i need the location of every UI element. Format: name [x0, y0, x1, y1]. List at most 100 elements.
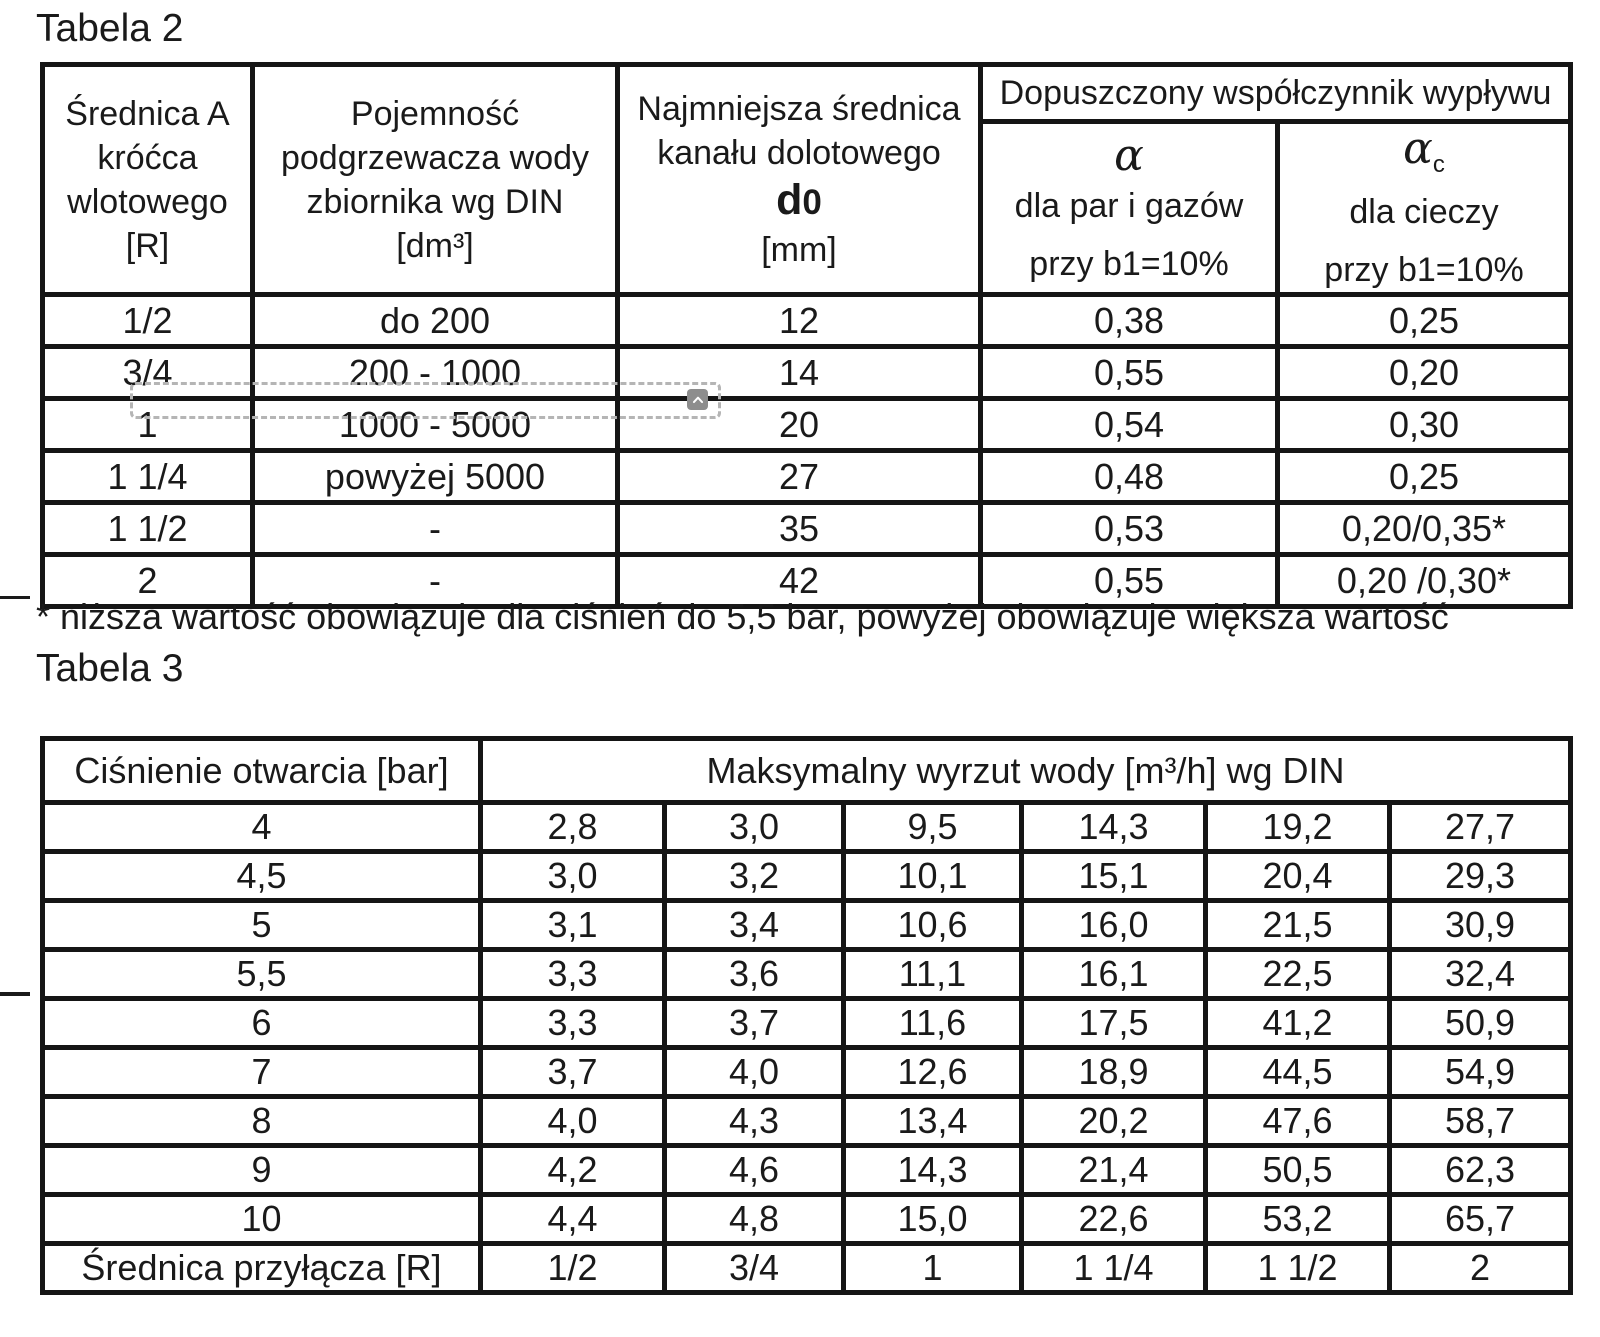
- collapse-row-button[interactable]: [687, 389, 708, 410]
- header-line: króćca: [97, 138, 198, 177]
- table-cell: 50,9: [1387, 996, 1573, 1050]
- table-cell: -: [250, 552, 620, 609]
- table-cell: 62,3: [1387, 1143, 1573, 1197]
- table-cell: 0,25: [1275, 292, 1573, 349]
- table-row: 6 3,3 3,7 11,6 17,5 41,2 50,9: [40, 996, 1573, 1050]
- table3-header-span: Maksymalny wyrzut wody [m³/h] wg DIN: [478, 736, 1573, 805]
- table-cell: 4,2: [478, 1143, 667, 1197]
- table-cell: 54,9: [1387, 1045, 1573, 1099]
- table-cell: 3,2: [662, 849, 846, 903]
- table-cell: 3,1: [478, 898, 667, 952]
- chevron-up-icon: [692, 396, 703, 403]
- table-cell: 3,4: [662, 898, 846, 952]
- table-cell: 1 1/2: [1203, 1241, 1392, 1295]
- table-cell: 21,5: [1203, 898, 1392, 952]
- table-cell: -: [250, 500, 620, 557]
- table-cell: 8: [40, 1094, 483, 1148]
- d0-symbol: d0: [623, 175, 976, 228]
- table-cell: 11,1: [841, 947, 1024, 1001]
- table-cell: 27,7: [1387, 800, 1573, 854]
- table2-title: Tabela 2: [36, 7, 184, 50]
- header-line: dla par i gazów: [1014, 186, 1244, 225]
- header-line: zbiornika wg DIN: [306, 182, 564, 221]
- table-cell: 19,2: [1203, 800, 1392, 854]
- table2-footnote: * niższa wartość obowiązuje dla ciśnień …: [36, 596, 1449, 637]
- table-cell: 53,2: [1203, 1192, 1392, 1246]
- table2-header-row-top: Średnica A króćca wlotowego [R] Pojemnoś…: [40, 62, 1573, 297]
- table-cell: 1/2: [40, 292, 255, 349]
- header-line: [mm]: [761, 231, 837, 269]
- table-row: 5,5 3,3 3,6 11,1 16,1 22,5 32,4: [40, 947, 1573, 1001]
- table-cell: 22,6: [1019, 1192, 1208, 1246]
- table-row: 1/2 do 200 12 0,38 0,25: [40, 292, 1573, 349]
- table-cell: Średnica przyłącza [R]: [40, 1241, 483, 1295]
- table-cell: 15,0: [841, 1192, 1024, 1246]
- table-cell: 4: [40, 800, 483, 854]
- table-cell: 42: [615, 552, 983, 609]
- table-cell: 12: [615, 292, 983, 349]
- table-cell: do 200: [250, 292, 620, 349]
- page-margin-mark: [0, 992, 30, 996]
- table-row: 5 3,1 3,4 10,6 16,0 21,5 30,9: [40, 898, 1573, 952]
- table-cell: 16,1: [1019, 947, 1208, 1001]
- table-cell: 1 1/4: [40, 448, 255, 505]
- table-cell: 2: [1387, 1241, 1573, 1295]
- alpha-glyph: α: [1403, 123, 1433, 174]
- table-row: 7 3,7 4,0 12,6 18,9 44,5 54,9: [40, 1045, 1573, 1099]
- header-line: Średnica A: [65, 94, 230, 133]
- table-cell: 0,38: [978, 292, 1280, 349]
- table-cell: 41,2: [1203, 996, 1392, 1050]
- header-line: kanału dolotowego: [657, 134, 941, 172]
- table-cell: 0,53: [978, 500, 1280, 557]
- table-cell: 17,5: [1019, 996, 1208, 1050]
- table-cell: powyżej 5000: [250, 448, 620, 505]
- table-cell: 3,3: [478, 996, 667, 1050]
- table-cell: 65,7: [1387, 1192, 1573, 1246]
- table-cell: 9: [40, 1143, 483, 1197]
- table3-header-row: Ciśnienie otwarcia [bar] Maksymalny wyrz…: [40, 736, 1573, 805]
- table-cell: 1/2: [478, 1241, 667, 1295]
- table-cell: 14,3: [841, 1143, 1024, 1197]
- d-symbol: d: [776, 176, 803, 224]
- table-cell: 0,54: [978, 396, 1280, 453]
- table-cell: 3,3: [478, 947, 667, 1001]
- table-cell: 16,0: [1019, 898, 1208, 952]
- header-line: przy b1=10%: [1029, 244, 1229, 283]
- table-row: 4 2,8 3,0 9,5 14,3 19,2 27,7: [40, 800, 1573, 854]
- table-cell: 14: [615, 344, 983, 401]
- header-line: Najmniejsza średnica: [637, 90, 961, 128]
- table-row: 1 1/4 powyżej 5000 27 0,48 0,25: [40, 448, 1573, 505]
- table-cell: 35: [615, 500, 983, 557]
- table2-header-col5: αc dla cieczy przy b1=10%: [1275, 119, 1573, 297]
- table-cell: 11,6: [841, 996, 1024, 1050]
- table-cell: 0,55: [978, 344, 1280, 401]
- page-margin-mark: [0, 596, 30, 599]
- table-cell: 20,4: [1203, 849, 1392, 903]
- table-cell: 0,20: [1275, 344, 1573, 401]
- table2-header-col4: α dla par i gazów przy b1=10%: [978, 119, 1280, 297]
- table2-header-span: Dopuszczony współczynnik wypływu: [978, 62, 1573, 124]
- table-cell: 4,6: [662, 1143, 846, 1197]
- table-cell: 2,8: [478, 800, 667, 854]
- table-cell: 4,3: [662, 1094, 846, 1148]
- table-cell: 47,6: [1203, 1094, 1392, 1148]
- table-cell: 5,5: [40, 947, 483, 1001]
- table-cell: 6: [40, 996, 483, 1050]
- table-cell: 58,7: [1387, 1094, 1573, 1148]
- table-cell: 18,9: [1019, 1045, 1208, 1099]
- header-line: przy b1=10%: [1324, 251, 1524, 289]
- table-cell: 1: [841, 1241, 1024, 1295]
- table-cell: 30,9: [1387, 898, 1573, 952]
- table-cell: 1 1/4: [1019, 1241, 1208, 1295]
- header-line: Pojemność: [350, 94, 520, 133]
- table-cell: 3,6: [662, 947, 846, 1001]
- header-line: podgrzewacza wody: [280, 138, 590, 177]
- table-row: 8 4,0 4,3 13,4 20,2 47,6 58,7: [40, 1094, 1573, 1148]
- table-cell: 21,4: [1019, 1143, 1208, 1197]
- table-cell: 0,25: [1275, 448, 1573, 505]
- table-cell: 50,5: [1203, 1143, 1392, 1197]
- table3-title: Tabela 3: [36, 647, 184, 690]
- table-row-selected: 1 1000 - 5000 20 0,54 0,30: [40, 396, 1573, 453]
- table-cell: 3,0: [662, 800, 846, 854]
